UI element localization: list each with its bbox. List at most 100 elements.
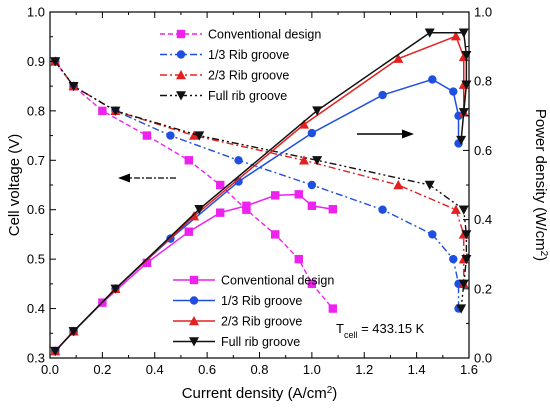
legend-power: Conventional design 1/3 Rib groove 2/3 Rib… <box>173 274 334 349</box>
voltage-point <box>449 254 458 264</box>
power-point <box>424 28 435 38</box>
voltage-point <box>450 204 461 214</box>
power-point <box>307 128 317 138</box>
x-axis-title-main: Current density (A/cm <box>182 385 327 402</box>
voltage-point <box>428 230 437 239</box>
voltage-point <box>294 254 303 264</box>
power-point <box>194 205 205 215</box>
arrow-to-right-axis <box>357 129 414 139</box>
legend-marker <box>189 337 199 347</box>
voltage-point <box>307 180 317 190</box>
legend-marker <box>176 29 186 39</box>
series-layer <box>50 28 472 357</box>
power-point <box>242 201 251 210</box>
y-left-axis-title: Cell voltage (V) <box>6 134 23 237</box>
y-right-tick-label: 0.0 <box>474 351 492 366</box>
voltage-point <box>312 156 323 166</box>
annotation-rest: = 433.15 K <box>357 321 424 336</box>
x-tick-label: 0.2 <box>93 362 111 377</box>
voltage-point <box>299 155 310 165</box>
voltage-point <box>328 304 338 313</box>
voltage-point <box>184 156 193 165</box>
y-left-tick-label: 0.7 <box>27 153 45 168</box>
legends: Conventional design 1/3 Rib groove 2/3 Rib… <box>160 28 334 349</box>
x-tick-label: 0.6 <box>198 362 216 377</box>
y-left-tick-label: 0.4 <box>27 301 45 316</box>
legend-marker <box>189 275 199 285</box>
x-axis-title-sup: 2 <box>327 385 333 396</box>
annotations: Tcell = 433.15 K <box>118 129 425 340</box>
voltage-point <box>458 205 469 215</box>
x-tick-label: 1.2 <box>355 362 373 377</box>
y-right-title-end: ) <box>532 256 549 261</box>
legend-marker <box>189 316 199 326</box>
y-right-tick-label: 0.4 <box>474 212 492 227</box>
power-point <box>449 87 458 96</box>
axes: 0.0 0.2 0.4 0.6 0.8 1.0 1.2 1.4 1.6 0.3 0.4 0.5 0.6 0… <box>6 5 550 403</box>
y-left-tick-label: 1.0 <box>27 5 45 20</box>
y-left-tick-label: 0.9 <box>27 54 45 69</box>
y-right-axis-title: Power density (W/cm2) <box>532 109 550 261</box>
power-point <box>393 53 404 63</box>
power-point <box>234 177 243 186</box>
voltage-point <box>216 180 225 190</box>
y-right-tick-label: 0.2 <box>474 281 492 296</box>
legend-marker <box>176 70 186 80</box>
power-point <box>458 28 469 38</box>
power-point <box>216 208 225 217</box>
x-tick-label: 1.0 <box>303 362 321 377</box>
power-point <box>307 201 317 210</box>
power-point <box>189 211 200 221</box>
arrow-head <box>402 129 414 139</box>
voltage-point <box>194 131 205 141</box>
legend-label: Full rib groove <box>208 89 287 103</box>
voltage-point <box>68 81 79 92</box>
voltage-point <box>378 205 387 214</box>
legend-marker <box>176 50 186 59</box>
voltage-point <box>458 279 469 289</box>
power-point <box>142 258 152 268</box>
voltage-point <box>307 279 317 289</box>
legend-label: Conventional design <box>208 28 321 42</box>
x-tick-label: 0.4 <box>146 362 164 377</box>
voltage-point <box>98 106 107 116</box>
voltage-point <box>189 130 200 140</box>
x-tick-label: 1.4 <box>408 362 426 377</box>
legend-label: 1/3 Rib groove <box>221 294 302 308</box>
power-point <box>312 106 323 116</box>
power-series-4 <box>50 28 472 357</box>
x-tick-label: 0.0 <box>41 362 59 377</box>
power-point <box>294 190 303 199</box>
power-point <box>458 108 469 118</box>
voltage-point <box>424 180 435 190</box>
legend-label: Full rib groove <box>221 335 300 349</box>
arrow-to-left-axis <box>118 173 176 183</box>
legend-label: 2/3 Rib groove <box>208 69 289 83</box>
y-right-tick-label: 0.8 <box>474 74 492 89</box>
y-left-tick-label: 0.6 <box>27 202 45 217</box>
temperature-annotation: Tcell = 433.15 K <box>336 321 425 340</box>
power-point <box>328 205 338 214</box>
x-tick-label: 0.8 <box>250 362 268 377</box>
y-right-title-sup: 2 <box>539 251 550 257</box>
annotation-prefix: T <box>336 321 344 336</box>
power-point <box>428 75 437 84</box>
legend-marker <box>189 296 199 305</box>
y-right-tick-label: 0.6 <box>474 143 492 158</box>
legend-label: 2/3 Rib groove <box>221 315 302 329</box>
voltage-point <box>393 180 404 190</box>
y-right-title-main: Power density (W/cm <box>532 109 549 251</box>
y-left-tick-label: 0.5 <box>27 252 45 267</box>
power-point <box>456 135 467 146</box>
power-point <box>184 227 193 236</box>
x-tick-label: 1.6 <box>460 362 478 377</box>
power-point <box>378 90 387 100</box>
y-left-tick-label: 0.3 <box>27 351 45 366</box>
legend-label: Conventional design <box>221 274 334 288</box>
voltage-point <box>110 106 121 116</box>
power-point <box>68 327 79 337</box>
power-point <box>450 31 461 41</box>
voltage-point <box>166 131 175 140</box>
